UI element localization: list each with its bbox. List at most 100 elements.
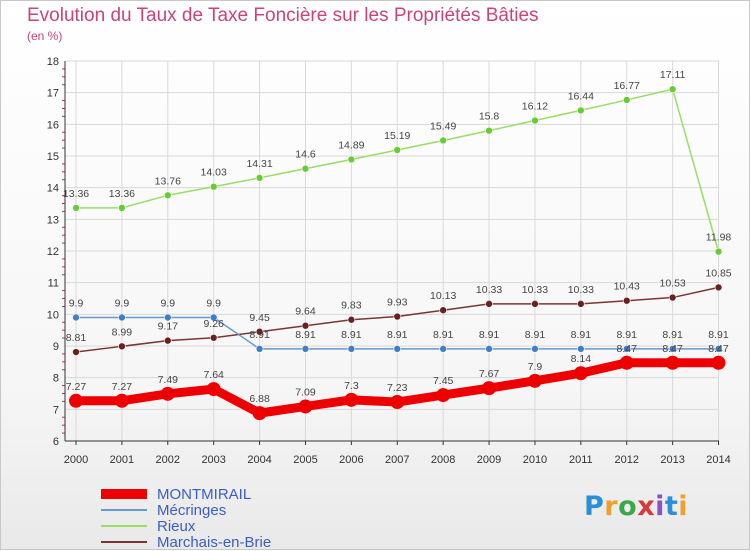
data-label-0: 7.27 <box>66 381 87 393</box>
data-point-0 <box>436 388 451 403</box>
data-label-3: 10.53 <box>659 278 685 290</box>
data-point-2 <box>439 136 447 145</box>
data-point-1 <box>439 345 447 353</box>
x-tick-label: 2011 <box>569 454 593 466</box>
data-label-0: 7.09 <box>295 386 316 398</box>
data-label-0: 7.9 <box>528 361 543 373</box>
data-point-2 <box>531 116 539 125</box>
data-point-1 <box>255 345 264 353</box>
data-label-0: 8.14 <box>571 353 592 365</box>
x-tick-label: 2012 <box>614 454 638 466</box>
data-label-3: 9.83 <box>341 300 362 312</box>
legend-label-mecringes: Mécringes <box>157 501 227 519</box>
data-label-1: 9.9 <box>115 298 130 310</box>
x-tick-label: 2010 <box>523 454 547 466</box>
data-point-3 <box>393 312 402 321</box>
data-label-1: 8.91 <box>479 329 500 341</box>
legend-item-montmirail: MONTMIRAIL <box>101 486 271 503</box>
data-label-3: 10.85 <box>705 267 731 279</box>
data-label-1: 8.91 <box>433 329 454 341</box>
data-label-3: 10.33 <box>568 284 594 296</box>
data-point-0 <box>298 399 313 414</box>
data-label-1: 8.91 <box>617 329 638 341</box>
data-point-1 <box>668 345 677 353</box>
data-label-0: 7.67 <box>479 368 500 380</box>
x-tick-label: 2003 <box>201 454 225 466</box>
data-point-2 <box>393 146 402 154</box>
legend-swatch-mecringes <box>101 509 147 511</box>
data-point-1 <box>393 345 402 353</box>
legend-label-marchais: Marchais-en-Brie <box>157 533 272 551</box>
legend-swatch-rieux <box>101 525 147 527</box>
data-label-3: 8.99 <box>112 326 133 338</box>
data-label-2: 15.19 <box>384 130 410 142</box>
data-point-2 <box>301 164 310 173</box>
data-label-3: 8.81 <box>66 332 87 344</box>
data-label-2: 14.89 <box>338 139 364 151</box>
data-point-2 <box>72 204 80 212</box>
chart-title: Evolution du Taux de Taxe Foncière sur l… <box>27 5 539 26</box>
data-point-3 <box>347 315 356 324</box>
data-point-0 <box>344 392 359 407</box>
data-point-2 <box>163 191 172 200</box>
data-point-3 <box>531 300 539 308</box>
data-point-3 <box>577 300 585 308</box>
data-label-1: 9.9 <box>206 298 221 310</box>
logo-letter: P <box>584 491 605 522</box>
y-tick-label: 6 <box>53 436 59 448</box>
data-point-1 <box>301 345 310 353</box>
data-point-1 <box>163 313 172 322</box>
data-point-3 <box>118 342 126 351</box>
data-label-2: 13.36 <box>63 188 89 200</box>
data-point-2 <box>668 85 677 93</box>
proxiti-logo: Proxiti <box>584 491 688 522</box>
data-label-3: 10.33 <box>476 284 502 296</box>
data-point-0 <box>252 406 267 421</box>
data-point-1 <box>531 345 539 353</box>
data-point-2 <box>347 155 356 164</box>
data-label-1: 8.91 <box>662 329 683 341</box>
x-tick-label: 2014 <box>706 454 730 466</box>
y-tick-label: 11 <box>48 278 59 290</box>
data-label-2: 13.36 <box>109 188 135 200</box>
y-tick-label: 8 <box>53 373 59 385</box>
y-tick-label: 12 <box>47 246 59 258</box>
data-label-3: 10.43 <box>614 281 640 293</box>
data-point-3 <box>485 300 493 308</box>
data-point-2 <box>485 126 493 135</box>
x-tick-label: 2000 <box>64 454 88 466</box>
legend-swatch-marchais <box>101 541 147 543</box>
data-point-3 <box>209 333 218 342</box>
data-point-3 <box>72 348 80 356</box>
data-label-3: 10.13 <box>430 290 456 302</box>
data-label-2: 16.77 <box>614 80 640 92</box>
data-label-1: 9.9 <box>160 298 175 310</box>
x-tick-label: 2013 <box>660 454 684 466</box>
data-point-2 <box>622 96 631 104</box>
data-label-0: 6.88 <box>249 393 270 405</box>
data-point-2 <box>209 182 218 191</box>
legend-item-marchais: Marchais-en-Brie <box>101 533 272 551</box>
data-label-1: 9.9 <box>69 298 84 310</box>
x-tick-label: 2001 <box>110 454 134 466</box>
x-tick-label: 2004 <box>247 454 271 466</box>
data-point-0 <box>482 381 497 396</box>
data-point-1 <box>485 345 493 353</box>
data-point-0 <box>619 355 634 370</box>
data-point-1 <box>72 313 80 322</box>
data-point-0 <box>665 355 680 370</box>
y-tick-label: 17 <box>47 88 59 100</box>
legend-item-rieux: Rieux <box>101 518 271 535</box>
data-label-3: 10.33 <box>522 284 548 296</box>
x-tick-label: 2006 <box>339 454 363 466</box>
legend-swatch-montmirail <box>101 489 147 499</box>
data-label-3: 9.17 <box>158 321 179 333</box>
data-label-1: 8.91 <box>387 329 408 341</box>
y-tick-label: 15 <box>47 151 59 163</box>
data-label-0: 7.64 <box>203 369 224 381</box>
data-point-0 <box>206 382 221 397</box>
data-point-0 <box>711 355 726 370</box>
x-tick-label: 2002 <box>156 454 180 466</box>
data-point-0 <box>573 366 588 381</box>
